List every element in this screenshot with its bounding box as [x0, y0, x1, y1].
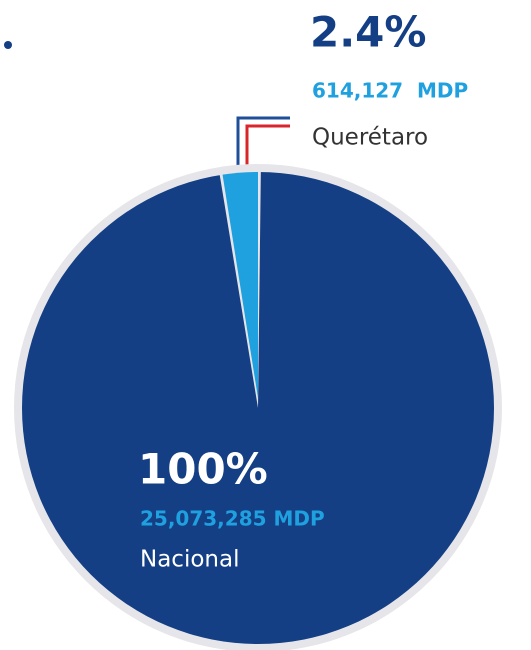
bullet [4, 41, 12, 49]
amount-label: 614,127 MDP [312, 79, 468, 103]
value-label: 2.4% [310, 8, 426, 57]
pie-slice [222, 172, 258, 398]
category-label: Querétaro [312, 125, 428, 151]
value-label: 100% [138, 445, 268, 494]
amount-label: 25,073,285 MDP [140, 507, 325, 531]
connector-red [245, 124, 290, 168]
category-label: Nacional [140, 547, 239, 573]
connector-blue [236, 116, 290, 168]
